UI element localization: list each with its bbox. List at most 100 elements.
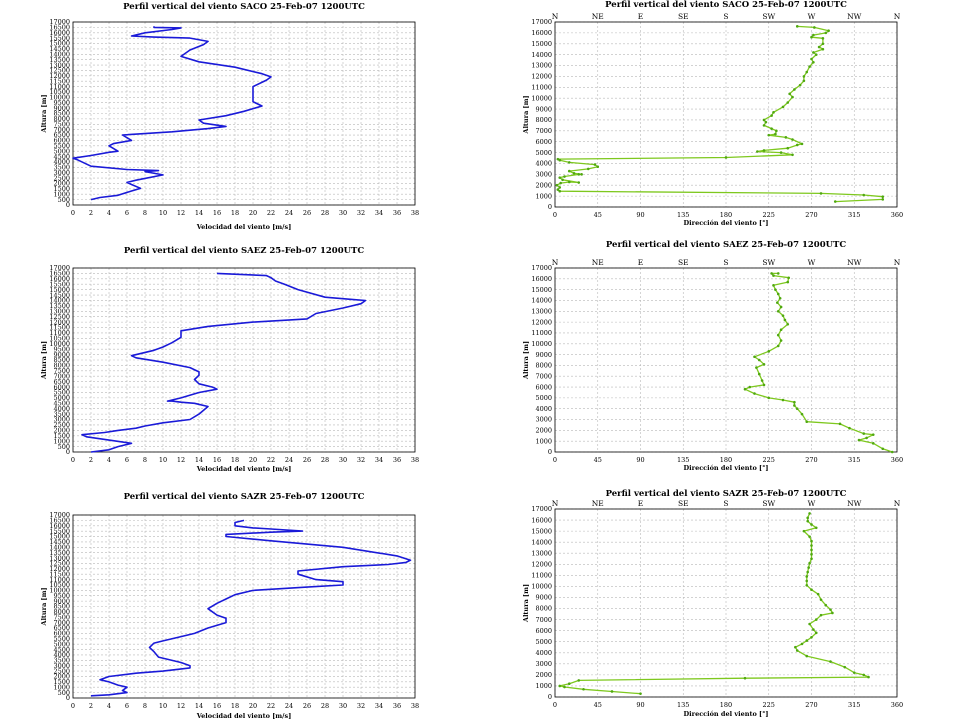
y-tick-label: 14000	[49, 543, 70, 551]
y-tick-label: 7000	[53, 126, 70, 134]
data-point	[862, 193, 866, 197]
x-tick-label: 20	[249, 209, 257, 217]
data-point	[775, 129, 778, 133]
x-tick-label: 0	[71, 209, 75, 217]
data-point	[798, 83, 802, 87]
data-point	[807, 566, 810, 569]
data-point	[810, 57, 813, 61]
data-point	[776, 333, 780, 337]
y-tick-label: 17000	[531, 264, 552, 272]
y-tick-label: 12000	[531, 560, 552, 568]
data-point	[558, 186, 562, 189]
data-point	[810, 588, 813, 592]
x-tick-label: 14	[195, 209, 203, 217]
x-tick-label: 90	[636, 456, 644, 464]
data-point	[743, 387, 747, 391]
data-point	[567, 161, 571, 164]
x-tick-label: 34	[375, 209, 383, 217]
y-tick-label: 13500	[49, 56, 70, 64]
y-tick-label: 1500	[53, 432, 70, 440]
data-point	[808, 65, 811, 68]
compass-label: N	[894, 12, 901, 21]
y-tick-label: 5000	[535, 149, 552, 157]
data-point	[760, 379, 764, 382]
data-point	[776, 272, 780, 275]
y-tick-label: 15000	[531, 527, 552, 535]
data-point	[770, 127, 773, 130]
data-point	[567, 682, 571, 686]
data-point	[762, 124, 766, 127]
x-tick-label: 16	[213, 209, 221, 217]
x-tick-label: 2	[89, 702, 93, 710]
x-tick-label: 4	[107, 456, 111, 464]
data-point	[829, 660, 832, 663]
data-point	[806, 516, 809, 520]
data-point	[827, 29, 830, 33]
data-point	[805, 584, 809, 587]
y-tick-label: 7500	[53, 367, 70, 375]
y-tick-label: 16000	[531, 275, 552, 283]
data-point	[556, 188, 560, 191]
x-tick-label: 270	[805, 701, 817, 709]
data-point	[812, 60, 815, 64]
data-point	[764, 120, 768, 124]
y-tick-label: 13000	[49, 307, 70, 315]
data-point	[800, 412, 804, 416]
x-axis-label: Dirección del viento [°]	[684, 464, 769, 472]
y-tick-label: 15000	[531, 40, 552, 48]
x-tick-label: 22	[267, 209, 275, 217]
x-axis-label: Velocidad del viento [m/s]	[196, 223, 292, 231]
x-tick-label: 26	[303, 209, 311, 217]
x-tick-label: 36	[393, 702, 401, 710]
x-tick-label: 22	[267, 702, 275, 710]
data-point	[812, 51, 815, 54]
chart-title: Perfil vertical del viento SAEZ 25-Feb-0…	[124, 246, 364, 256]
y-tick-label: 8500	[53, 110, 70, 118]
data-point	[814, 53, 818, 56]
y-tick-label: 2500	[53, 667, 70, 675]
data-point	[779, 151, 783, 154]
y-tick-label: 10000	[531, 94, 552, 102]
y-tick-label: 14000	[531, 297, 552, 305]
y-tick-label: 5000	[53, 394, 70, 402]
y-tick-label: 9000	[535, 351, 552, 359]
data-point	[561, 178, 564, 182]
y-tick-label: 3000	[53, 169, 70, 177]
compass-label: SE	[678, 258, 689, 267]
data-point	[852, 671, 856, 674]
data-point	[784, 136, 788, 139]
y-tick-label: 5000	[535, 638, 552, 646]
y-tick-label: 7000	[535, 372, 552, 380]
y-tick-label: 9500	[53, 345, 70, 353]
x-tick-label: 20	[249, 456, 257, 464]
data-point	[781, 105, 785, 109]
y-axis-label: Altura [m]	[40, 341, 48, 380]
y-tick-label: 4500	[53, 399, 70, 407]
data-point	[793, 88, 796, 91]
y-tick-label: 16000	[49, 29, 70, 37]
compass-label: S	[723, 258, 728, 267]
y-tick-label: 1500	[53, 185, 70, 193]
data-point	[824, 31, 828, 35]
data-point	[563, 175, 566, 178]
profile-line	[559, 513, 870, 695]
y-tick-label: 1500	[53, 678, 70, 686]
data-point	[810, 523, 813, 526]
data-point	[558, 684, 562, 688]
x-tick-label: 6	[125, 209, 129, 217]
y-tick-label: 4000	[53, 651, 70, 659]
y-tick-label: 5500	[53, 635, 70, 643]
plot-frame	[554, 267, 898, 453]
data-point	[596, 165, 600, 169]
data-point	[762, 149, 766, 152]
data-point	[559, 181, 562, 185]
data-point	[786, 101, 790, 104]
x-tick-label: 28	[321, 702, 329, 710]
y-tick-label: 2000	[53, 673, 70, 681]
x-tick-label: 0	[553, 456, 557, 464]
data-point	[779, 305, 783, 309]
y-tick-label: 9000	[535, 594, 552, 602]
y-tick-label: 11000	[49, 576, 70, 584]
y-tick-label: 11500	[49, 77, 70, 85]
data-point	[793, 400, 796, 404]
